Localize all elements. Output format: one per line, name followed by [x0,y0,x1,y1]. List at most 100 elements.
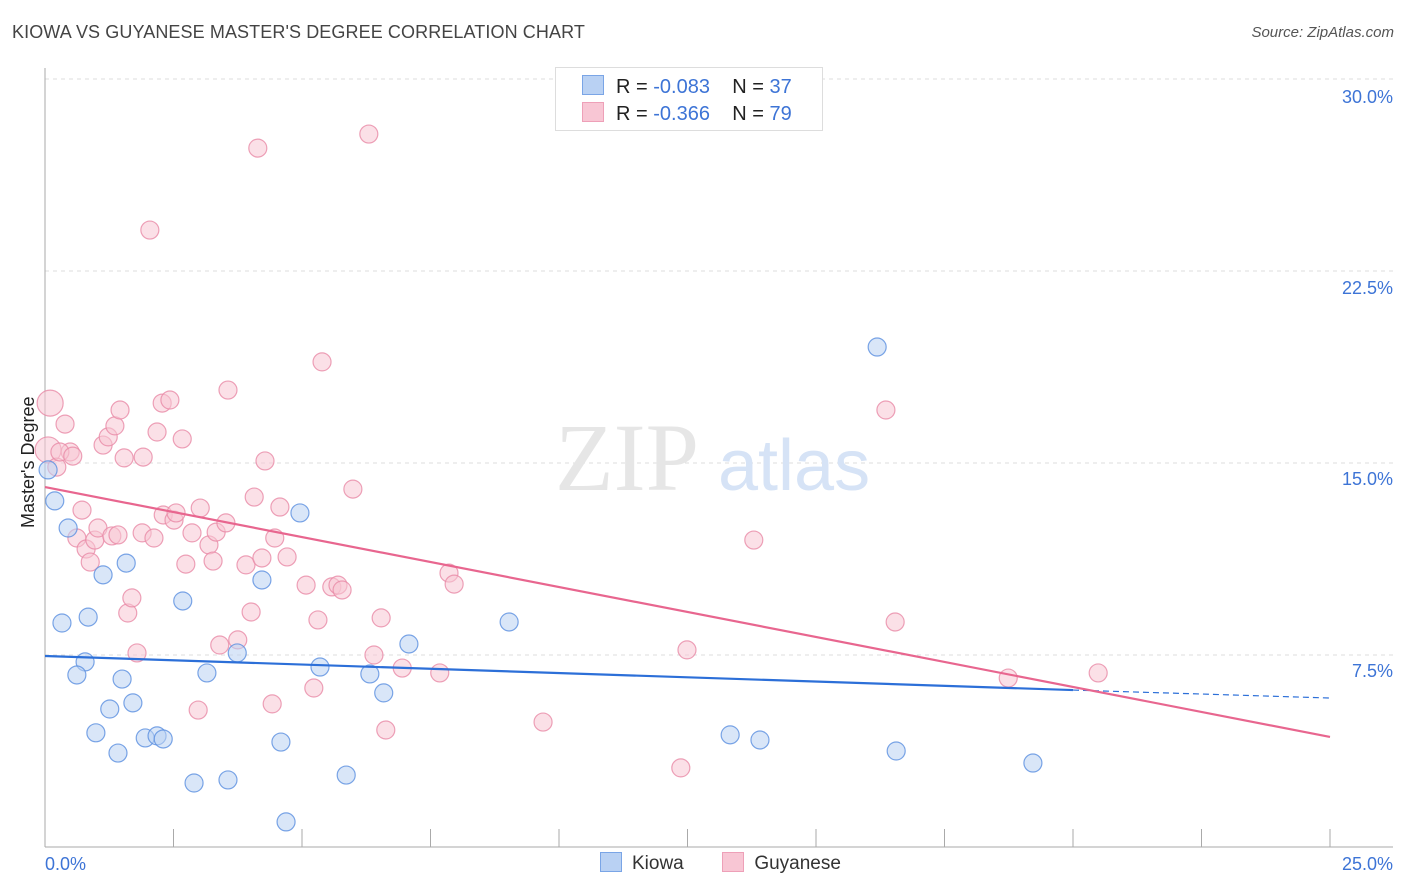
guyanese-point [172,429,192,449]
kiowa-trend-line [44,654,1074,692]
guyanese-point [308,610,328,630]
kiowa-point [184,773,204,793]
guyanese-point [677,640,697,660]
guyanese-point [108,525,128,545]
kiowa-point [310,657,330,677]
kiowa-point [374,683,394,703]
n-label: N = [732,103,764,125]
trend-lines [44,485,1331,738]
kiowa-point [100,699,120,719]
guyanese-point [343,479,363,499]
guyanese-point [244,487,264,507]
kiowa-point [58,518,78,538]
kiowa-r-value: -0.083 [653,76,710,98]
kiowa-point [116,553,136,573]
kiowa-point [227,643,247,663]
guyanese-point [533,712,553,732]
kiowa-point [218,770,238,790]
kiowa-point [93,565,113,585]
guyanese-point [277,547,297,567]
kiowa-point [112,669,132,689]
y-tick-label: 15.0% [1342,469,1393,489]
x-tick-label-min: 0.0% [45,854,86,874]
guyanese-point [262,694,282,714]
r-label: R = [616,76,648,98]
guyanese-point [127,643,147,663]
kiowa-point [399,634,419,654]
guyanese-point [144,528,164,548]
watermark: ZIP [555,404,699,511]
guyanese-point [147,422,167,442]
kiowa-point [290,503,310,523]
legend-row-kiowa: R = -0.083 N = 37 [582,75,792,99]
kiowa-point [86,723,106,743]
guyanese-point [122,588,142,608]
kiowa-point [153,729,173,749]
kiowa-point [499,612,519,632]
guyanese-swatch [582,102,604,122]
kiowa-point [276,812,296,832]
kiowa-point [252,570,272,590]
guyanese-point [176,554,196,574]
legend-kiowa-label: Kiowa [632,853,684,874]
kiowa-point [78,607,98,627]
kiowa-n-value: 37 [769,76,792,98]
guyanese-point [55,414,75,434]
kiowa-swatch [582,75,604,95]
kiowa-point [336,765,356,785]
legend: R = -0.083 N = 37 R = -0.366 N = 79 [555,67,823,131]
kiowa-point [886,741,906,761]
kiowa-point [867,337,887,357]
y-tick-label: 7.5% [1352,661,1393,681]
guyanese-point [80,552,100,572]
guyanese-point [255,451,275,471]
kiowa-point [360,664,380,684]
guyanese-point [444,574,464,594]
guyanese-point [160,390,180,410]
guyanese-point [371,608,391,628]
guyanese-point [188,700,208,720]
y-tick-label: 30.0% [1342,87,1393,107]
y-tick-label: 22.5% [1342,278,1393,298]
guyanese-point [296,575,316,595]
guyanese-point [430,663,450,683]
guyanese-point [203,551,223,571]
guyanese-point [998,668,1018,688]
guyanese-point [1088,663,1108,683]
guyanese-point [114,448,134,468]
x-tick-label-max: 25.0% [1342,854,1393,874]
guyanese-point [376,720,396,740]
guyanese-point [364,645,384,665]
guyanese-point [190,498,210,518]
guyanese-point [182,523,202,543]
kiowa-point [173,591,193,611]
guyanese-point [671,758,691,778]
chart-source: Source: ZipAtlas.com [1251,24,1394,41]
y-axis-label: Master's Degree [18,397,38,528]
guyanese-trend-line [44,485,1331,738]
kiowa-point [750,730,770,750]
guyanese-point [248,138,268,158]
watermark-atlas: atlas [718,426,870,506]
guyanese-point [133,447,153,467]
guyanese-point [236,555,256,575]
guyanese-point [359,124,379,144]
guyanese-n-value: 79 [769,103,792,125]
guyanese-point [876,400,896,420]
chart-title: KIOWA VS GUYANESE MASTER'S DEGREE CORREL… [12,22,585,42]
guyanese-swatch [722,852,745,872]
guyanese-point [252,548,272,568]
guyanese-point [140,220,160,240]
guyanese-point [210,635,230,655]
kiowa-swatch [600,852,622,872]
r-label: R = [616,103,648,125]
legend-row-guyanese: R = -0.366 N = 79 [582,102,792,126]
kiowa-point [123,693,143,713]
kiowa-point [720,725,740,745]
guyanese-point [332,580,352,600]
legend-guyanese-label: Guyanese [754,853,841,874]
kiowa-point [1023,753,1043,773]
guyanese-point [72,500,92,520]
kiowa-point [38,460,58,480]
